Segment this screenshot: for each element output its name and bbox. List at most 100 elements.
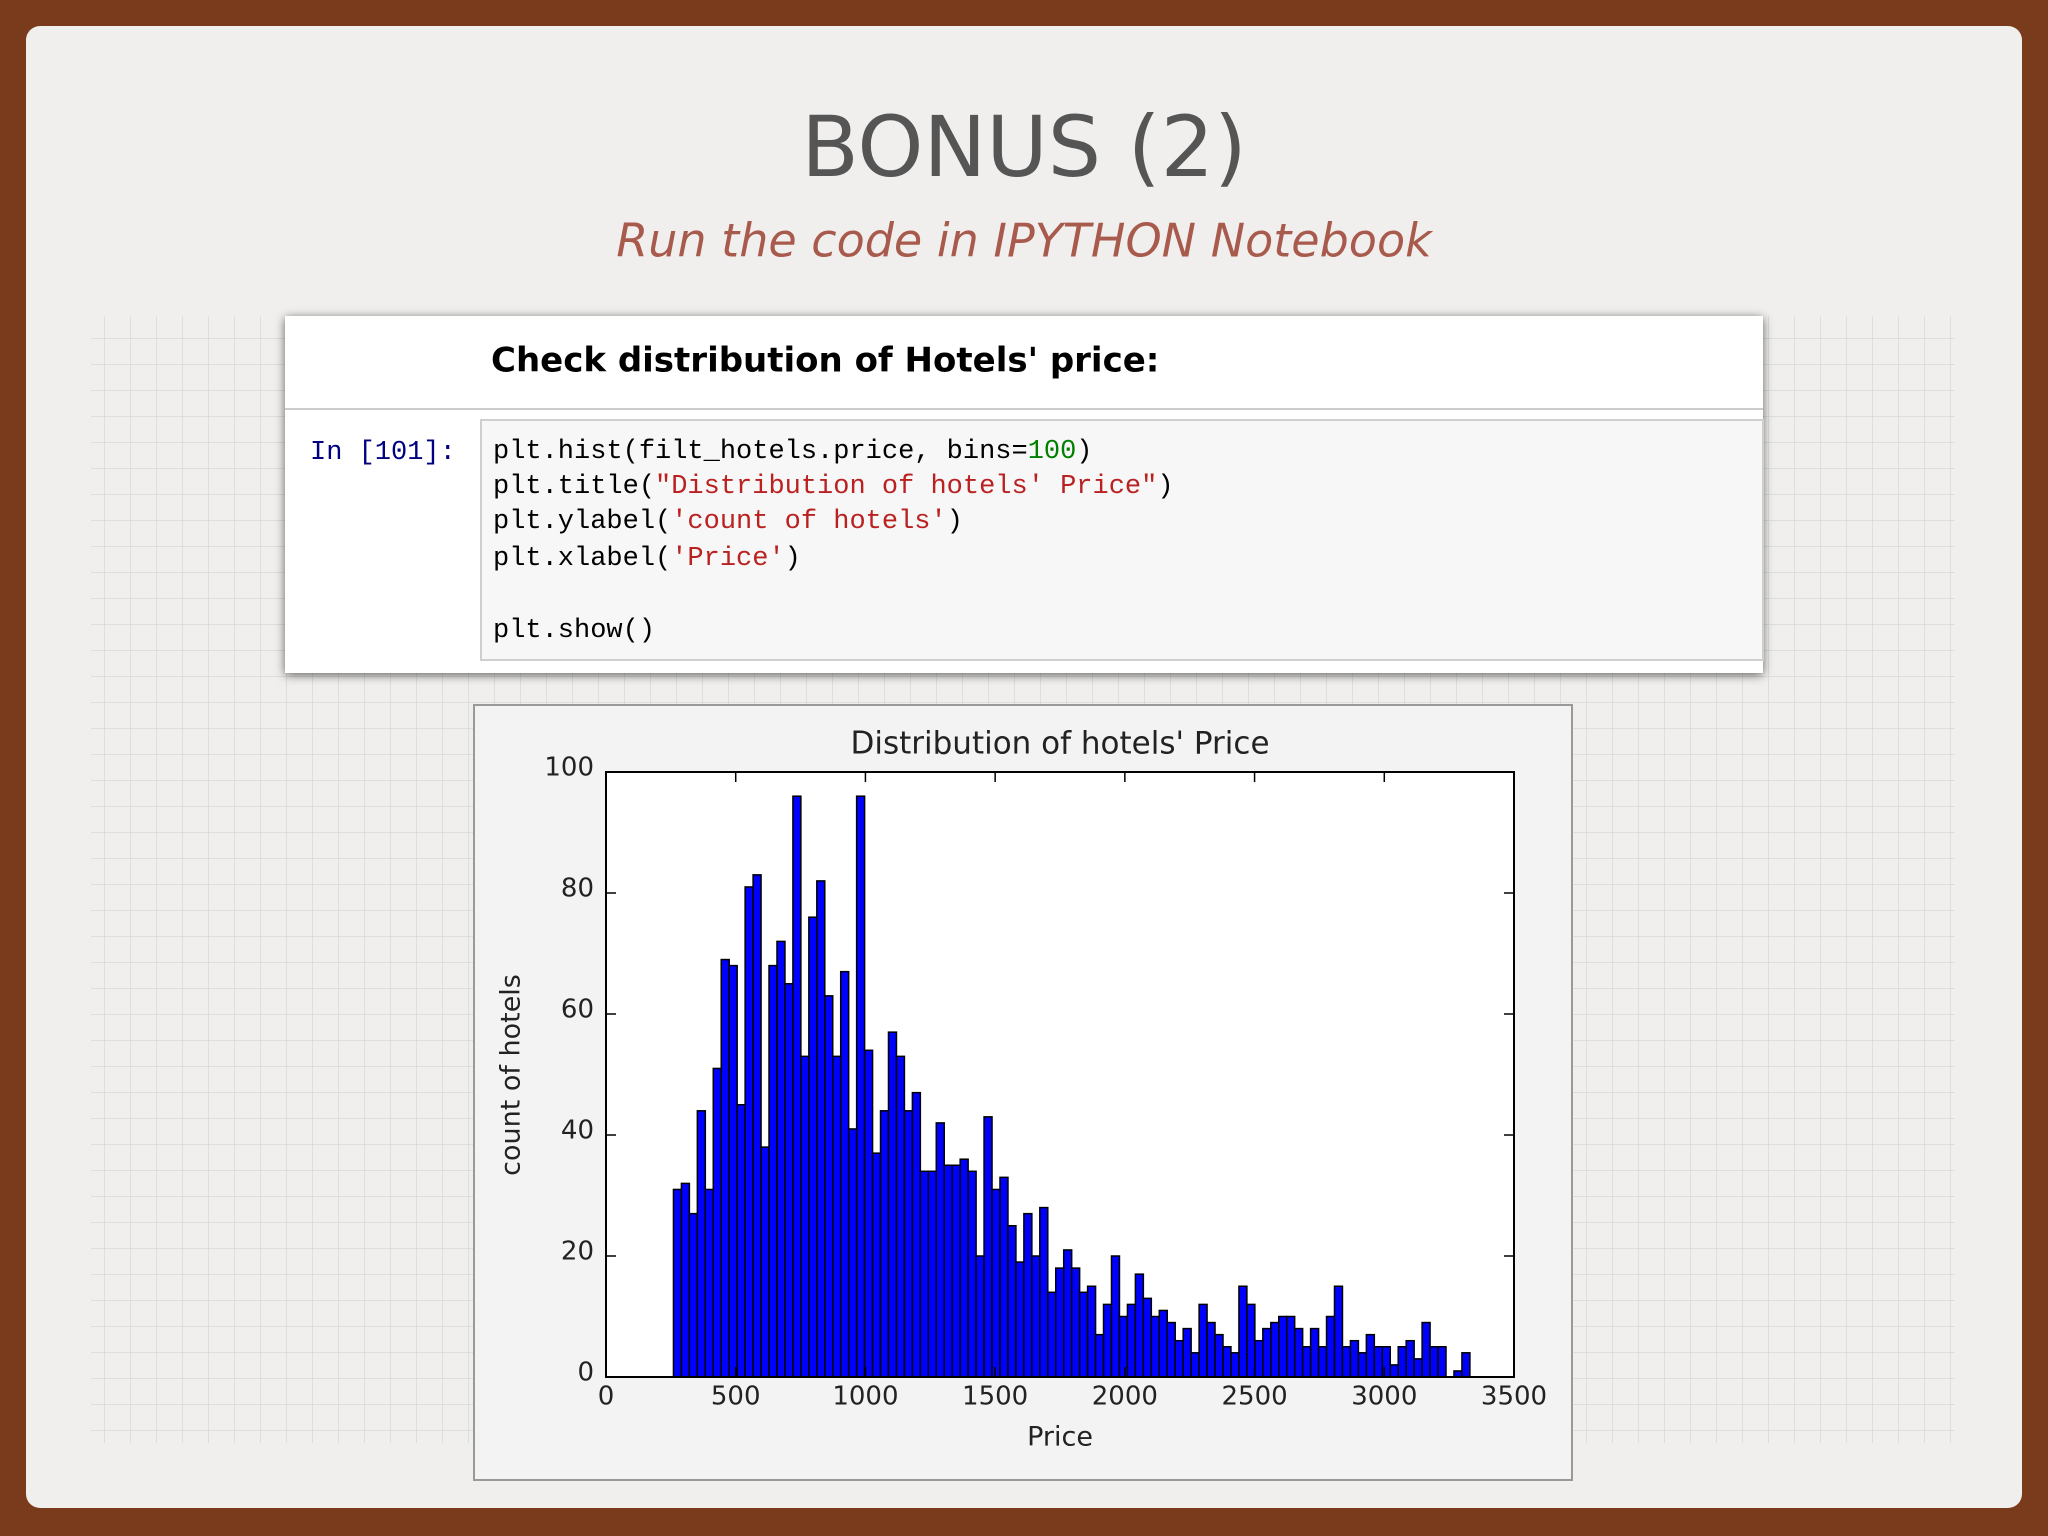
bar (760, 1146, 770, 1378)
bar (712, 1067, 722, 1378)
bar (1023, 1212, 1033, 1378)
code-token: plt.title( (493, 472, 655, 502)
bar (983, 1116, 993, 1378)
code-token: plt.hist(filt_hotels.price, bins= (493, 437, 1028, 467)
bar (1094, 1333, 1105, 1378)
bar (1078, 1291, 1089, 1378)
bar (1158, 1309, 1168, 1378)
bar (1142, 1297, 1153, 1378)
x-tick-label: 500 (711, 1382, 761, 1412)
bar (808, 916, 818, 1378)
y-tick-label: 0 (577, 1358, 594, 1388)
bar (831, 1055, 842, 1378)
code-token: plt.xlabel( (493, 544, 671, 574)
bar (1214, 1333, 1224, 1378)
bar (1405, 1339, 1415, 1378)
bar (1317, 1346, 1328, 1378)
bar (1047, 1291, 1057, 1378)
code-token: 100 (1028, 437, 1077, 467)
bar (744, 886, 754, 1378)
bar (959, 1158, 969, 1378)
bar (871, 1152, 882, 1378)
code-token: ) (947, 507, 963, 537)
bar (1031, 1255, 1041, 1378)
bar (1206, 1321, 1216, 1378)
bar (1102, 1303, 1113, 1378)
bar (1150, 1315, 1161, 1378)
code-line: plt.hist(filt_hotels.price, bins=100) (493, 437, 1093, 467)
bar (1254, 1339, 1264, 1378)
code: plt.hist(filt_hotels.price, bins=100)plt… (493, 437, 1174, 646)
bar (967, 1170, 977, 1378)
bar (1086, 1285, 1097, 1378)
bar (1429, 1346, 1439, 1378)
bar (728, 964, 738, 1378)
bar (1389, 1364, 1399, 1378)
bar (1134, 1273, 1145, 1378)
code-token: 'Price' (671, 544, 784, 574)
bar (1222, 1346, 1232, 1378)
x-tick-label: 3000 (1351, 1382, 1417, 1412)
bar (704, 1188, 715, 1378)
x-tick-label: 2500 (1221, 1382, 1287, 1412)
code-line: plt.ylabel('count of hotels') (493, 507, 963, 537)
code-line: plt.xlabel('Price') (493, 544, 801, 574)
bar (1190, 1352, 1200, 1378)
bar (1110, 1255, 1121, 1378)
y-tick-label: 20 (561, 1237, 594, 1267)
bar (855, 795, 866, 1378)
bar (975, 1255, 985, 1378)
bar (784, 983, 794, 1378)
slide-subtitle: Run the code in IPYTHON Notebook (616, 214, 1434, 268)
bar (768, 964, 778, 1378)
bar (1182, 1327, 1192, 1378)
bar (903, 1110, 914, 1378)
bar (943, 1164, 953, 1378)
x-tick-label: 1500 (962, 1382, 1028, 1412)
x-axis-label: Price (1027, 1422, 1093, 1453)
bar (1461, 1352, 1471, 1378)
bar (1270, 1321, 1280, 1378)
bar (1070, 1267, 1081, 1378)
x-tick-label: 3500 (1481, 1382, 1547, 1412)
bar (847, 1128, 858, 1378)
bar (1285, 1315, 1296, 1378)
bar (1174, 1339, 1184, 1378)
bar (800, 1055, 810, 1378)
bar (1118, 1315, 1129, 1378)
bar (1349, 1339, 1360, 1378)
bar (720, 958, 730, 1378)
bar (816, 880, 826, 1378)
bar (752, 874, 762, 1378)
axes-frame (605, 771, 1515, 1378)
bar (1381, 1346, 1392, 1378)
x-tick-label: 2000 (1092, 1382, 1158, 1412)
bar (1293, 1327, 1304, 1378)
bar (1365, 1333, 1376, 1378)
bar (839, 970, 850, 1378)
bar (736, 1104, 746, 1378)
bar (1421, 1321, 1431, 1378)
code-token: 'count of hotels' (671, 507, 946, 537)
bar (1238, 1285, 1248, 1378)
bar (1246, 1303, 1256, 1378)
bar (1015, 1261, 1025, 1378)
bar (792, 795, 802, 1378)
bar (879, 1110, 890, 1378)
y-tick-label: 60 (561, 995, 594, 1025)
bar (1054, 1267, 1065, 1378)
code-line: plt.title("Distribution of hotels' Price… (493, 472, 1174, 502)
bar (688, 1212, 699, 1378)
bar (895, 1055, 906, 1378)
code-line: plt.show() (493, 616, 655, 646)
bar (1230, 1352, 1240, 1378)
bar (680, 1182, 691, 1378)
bar (863, 1049, 874, 1378)
code-token: ) (1157, 472, 1173, 502)
bar (919, 1170, 930, 1378)
bar (999, 1176, 1009, 1378)
cell-prompt: In [101]: (310, 438, 456, 468)
bar (1278, 1315, 1288, 1378)
